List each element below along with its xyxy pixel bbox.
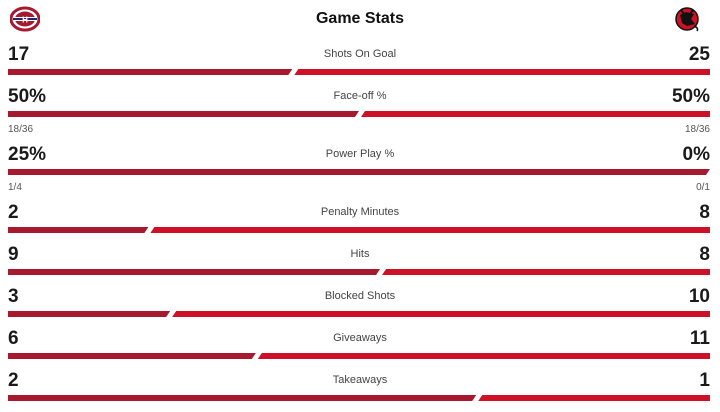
- stat-label: Giveaways: [333, 332, 387, 344]
- home-value: 10: [688, 286, 710, 307]
- away-sub-value: 1/4: [8, 182, 22, 193]
- away-bar-segment: [8, 69, 293, 75]
- home-value: 1: [699, 370, 710, 391]
- away-bar-segment: [8, 311, 171, 317]
- stat-bar: [8, 269, 710, 275]
- home-value: 0%: [682, 144, 710, 165]
- away-value: 3: [8, 286, 19, 307]
- home-value: 25: [688, 44, 710, 65]
- devils-logo-icon: [675, 7, 699, 32]
- away-bar-segment: [8, 395, 477, 401]
- away-bar-segment: [8, 227, 149, 233]
- home-value: 8: [699, 202, 710, 223]
- home-bar-segment: [294, 69, 710, 75]
- home-sub-value: 18/36: [684, 124, 710, 135]
- away-value: 25%: [8, 144, 47, 165]
- home-value: 8: [699, 244, 710, 265]
- header: H Game Stats: [0, 0, 720, 38]
- home-bar-segment: [361, 111, 710, 117]
- stat-bar: [8, 69, 710, 75]
- away-bar-segment: [8, 111, 359, 117]
- away-value: 2: [8, 370, 19, 391]
- home-bar-segment: [172, 311, 710, 317]
- away-value: 17: [8, 44, 30, 65]
- stat-bar: [8, 169, 710, 175]
- stat-bar: [8, 311, 710, 317]
- stat-label: Penalty Minutes: [320, 206, 400, 218]
- away-bar-segment: [8, 269, 381, 275]
- stat-label: Shots On Goal: [323, 48, 397, 60]
- stat-label: Power Play %: [325, 148, 395, 160]
- stat-label: Hits: [350, 248, 370, 260]
- home-bar-segment: [257, 353, 710, 359]
- away-value: 2: [8, 202, 19, 223]
- page-title: Game Stats: [315, 10, 405, 27]
- stat-bar: [8, 111, 710, 117]
- svg-text:H: H: [22, 16, 28, 25]
- stat-label: Takeaways: [332, 374, 388, 386]
- away-bar-segment: [8, 169, 710, 175]
- away-value: 6: [8, 328, 19, 349]
- stat-bar: [8, 353, 710, 359]
- home-sub-value: 0/1: [696, 182, 710, 193]
- away-value: 9: [8, 244, 19, 265]
- stat-bar: [8, 227, 710, 233]
- home-bar-segment: [150, 227, 710, 233]
- canadiens-logo-icon: H: [10, 6, 40, 32]
- stat-label: Face-off %: [333, 90, 387, 102]
- home-bar-segment: [478, 395, 710, 401]
- away-sub-value: 18/36: [8, 124, 34, 135]
- stat-label: Blocked Shots: [324, 290, 396, 302]
- home-value: 50%: [671, 86, 710, 107]
- home-bar-segment: [382, 269, 710, 275]
- home-value: 11: [689, 328, 710, 349]
- stat-bar: [8, 395, 710, 401]
- away-value: 50%: [8, 86, 47, 107]
- away-bar-segment: [8, 353, 256, 359]
